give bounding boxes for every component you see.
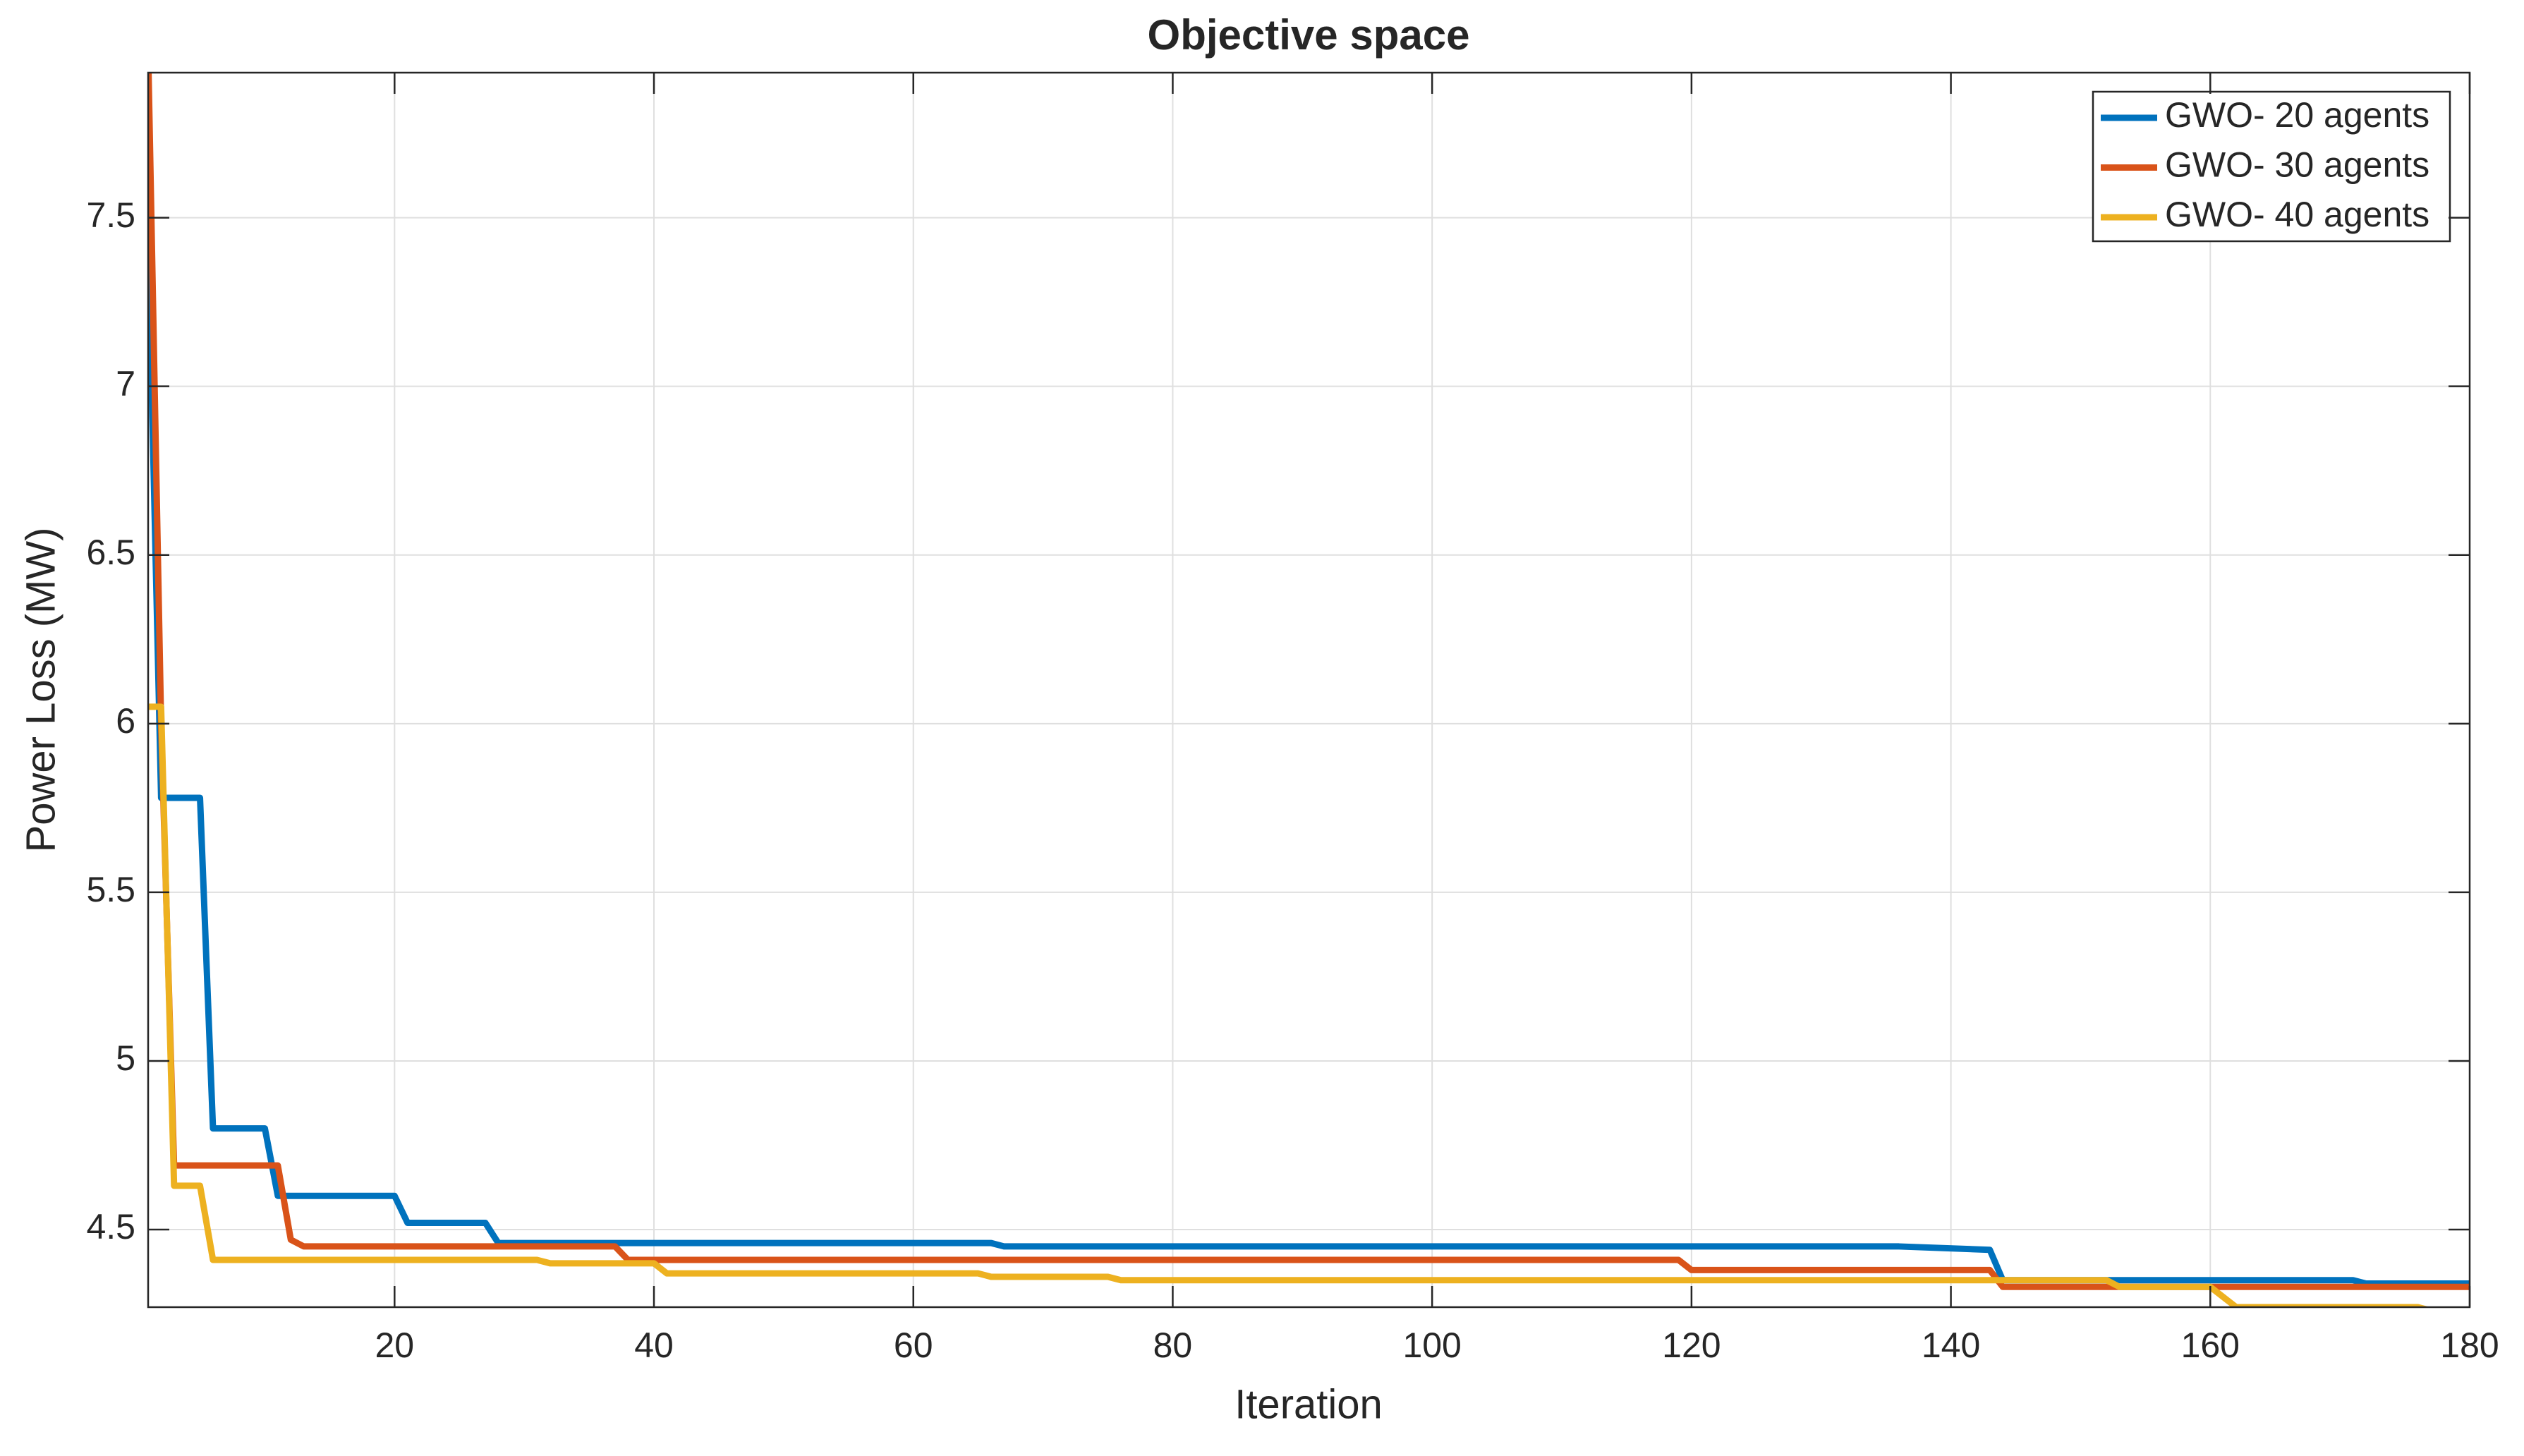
chart-title: Objective space [1148,11,1470,59]
plot-frame [147,71,2471,1309]
x-tick-label: 140 [1922,1325,1980,1365]
x-tick-label: 100 [1402,1325,1461,1365]
x-tick-label: 60 [894,1325,933,1365]
x-tick-label: 20 [375,1325,415,1365]
y-tick-label: 6.5 [86,533,135,572]
legend: GWO- 20 agents GWO- 30 agents GWO- 40 agen… [2092,90,2451,243]
y-tick-label: 5.5 [86,870,135,909]
y-tick-label: 4.5 [86,1207,135,1246]
x-tick-label: 180 [2440,1325,2499,1365]
x-tick-label: 80 [1153,1325,1193,1365]
x-tick-label: 160 [2181,1325,2240,1365]
series-line [148,703,2431,1307]
x-tick-label: 120 [1662,1325,1721,1365]
x-tick-label: 40 [634,1325,674,1365]
y-tick-label: 7 [116,364,135,404]
legend-label: GWO- 30 agents [2165,145,2429,185]
legend-label: GWO- 20 agents [2165,95,2429,135]
x-axis-label: Iteration [1234,1381,1383,1427]
y-axis-label: Power Loss (MW) [18,528,63,853]
lines [148,73,2470,1307]
y-tick-label: 5 [116,1038,135,1078]
y-tick-label: 7.5 [86,195,135,235]
y-tick-label: 6 [116,701,135,741]
legend-label: GWO- 40 agents [2165,195,2429,234]
